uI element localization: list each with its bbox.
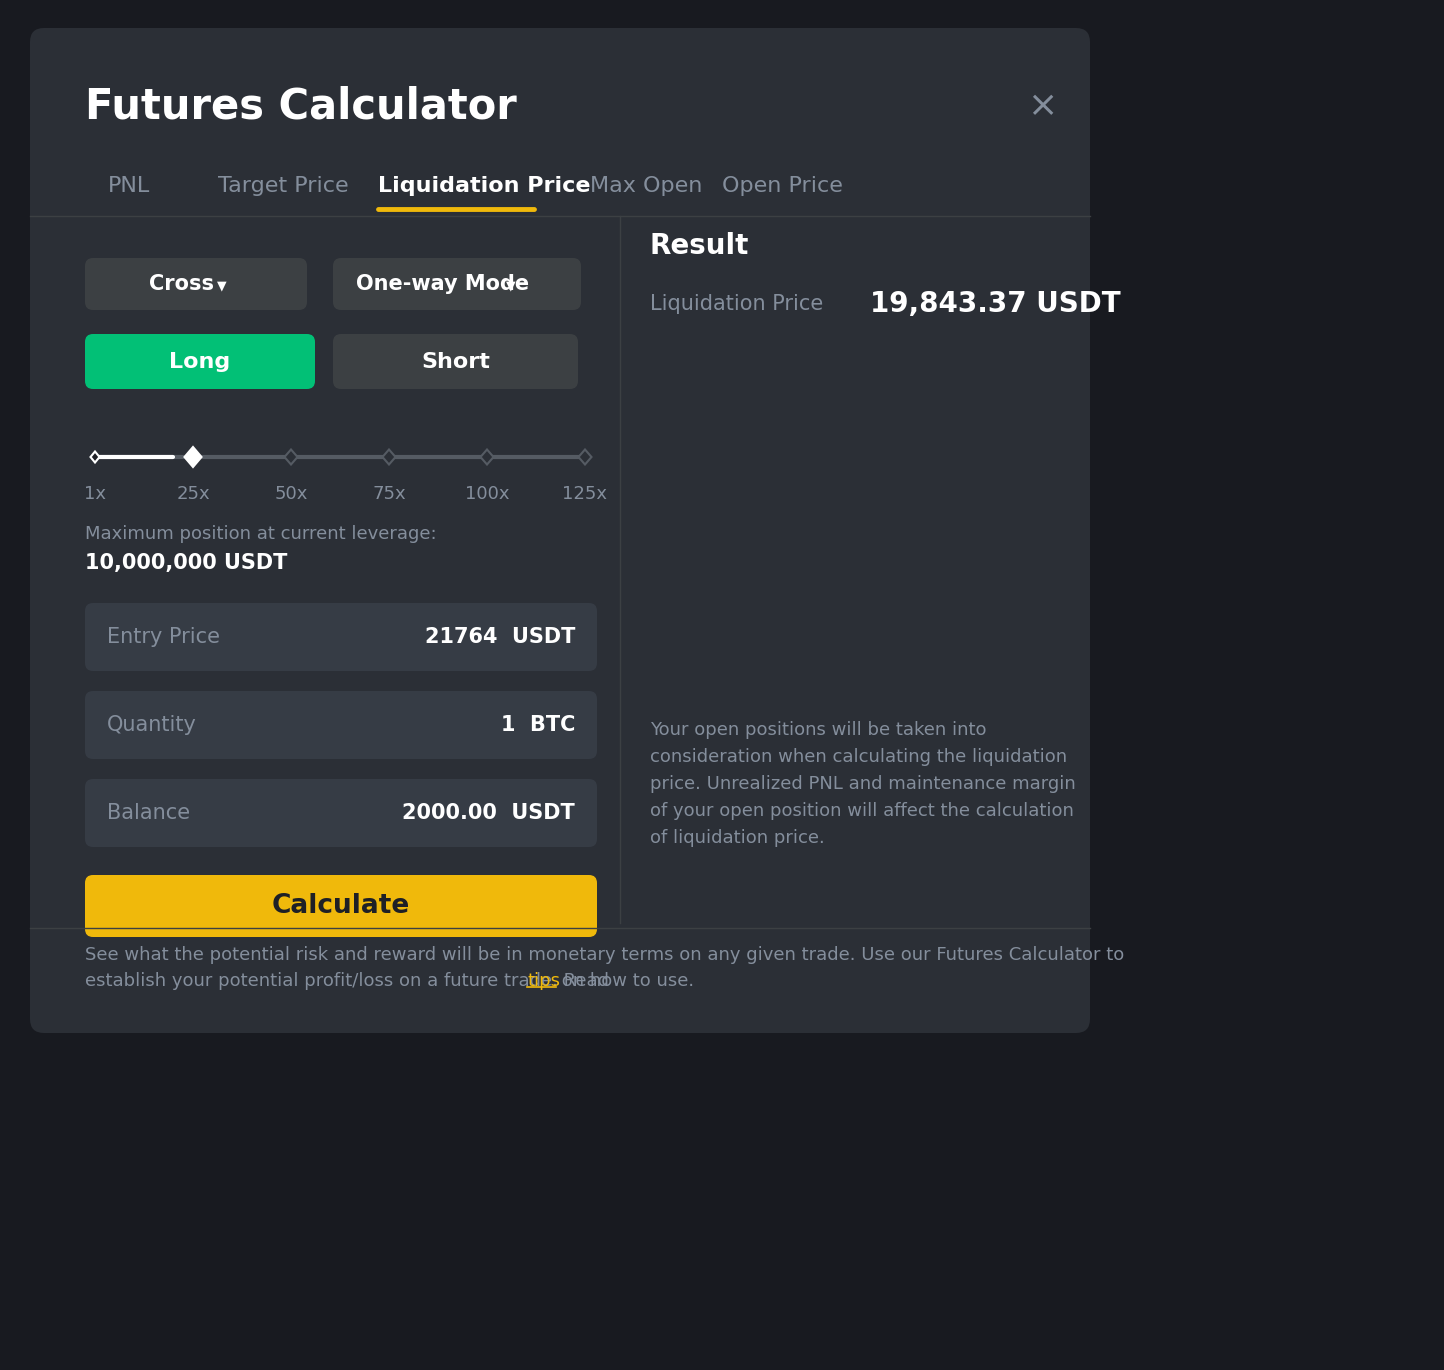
- Text: Cross: Cross: [150, 274, 215, 295]
- Text: establish your potential profit/loss on a future trade. Read: establish your potential profit/loss on …: [85, 971, 615, 991]
- Text: 10,000,000 USDT: 10,000,000 USDT: [85, 553, 287, 573]
- Text: Long: Long: [169, 352, 231, 371]
- Polygon shape: [91, 452, 100, 463]
- Text: 100x: 100x: [465, 485, 510, 503]
- Text: of your open position will affect the calculation: of your open position will affect the ca…: [650, 801, 1074, 821]
- Text: Calculate: Calculate: [271, 893, 410, 919]
- Text: Futures Calculator: Futures Calculator: [85, 85, 517, 127]
- FancyBboxPatch shape: [85, 334, 315, 389]
- Text: Target Price: Target Price: [218, 175, 348, 196]
- Text: price. Unrealized PNL and maintenance margin: price. Unrealized PNL and maintenance ma…: [650, 775, 1076, 793]
- Text: Balance: Balance: [107, 803, 191, 823]
- Polygon shape: [284, 449, 297, 464]
- FancyBboxPatch shape: [30, 27, 1090, 1033]
- FancyBboxPatch shape: [334, 258, 580, 310]
- Text: 75x: 75x: [373, 485, 406, 503]
- Text: ▼: ▼: [217, 279, 227, 293]
- FancyBboxPatch shape: [85, 875, 596, 937]
- Text: 25x: 25x: [176, 485, 209, 503]
- FancyBboxPatch shape: [85, 780, 596, 847]
- Text: consideration when calculating the liquidation: consideration when calculating the liqui…: [650, 748, 1067, 766]
- Text: Maximum position at current leverage:: Maximum position at current leverage:: [85, 525, 436, 543]
- Text: Quantity: Quantity: [107, 715, 196, 734]
- Text: Entry Price: Entry Price: [107, 627, 219, 647]
- Text: tips: tips: [527, 971, 560, 991]
- FancyBboxPatch shape: [85, 258, 308, 310]
- Text: Liquidation Price: Liquidation Price: [650, 295, 823, 314]
- Text: Your open positions will be taken into: Your open positions will be taken into: [650, 721, 986, 738]
- Text: Short: Short: [422, 352, 490, 371]
- Text: of liquidation price.: of liquidation price.: [650, 829, 825, 847]
- Polygon shape: [383, 449, 396, 464]
- Text: ▼: ▼: [507, 279, 516, 293]
- Text: 50x: 50x: [274, 485, 308, 503]
- FancyBboxPatch shape: [85, 690, 596, 759]
- Text: 1x: 1x: [84, 485, 105, 503]
- Polygon shape: [185, 447, 202, 467]
- Text: 2000.00  USDT: 2000.00 USDT: [403, 803, 575, 823]
- Text: Open Price: Open Price: [722, 175, 843, 196]
- Text: 125x: 125x: [563, 485, 608, 503]
- FancyBboxPatch shape: [334, 334, 578, 389]
- Text: Liquidation Price: Liquidation Price: [378, 175, 591, 196]
- Text: 21764  USDT: 21764 USDT: [425, 627, 575, 647]
- Text: Max Open: Max Open: [591, 175, 702, 196]
- Text: 19,843.37 USDT: 19,843.37 USDT: [869, 290, 1121, 318]
- Text: on how to use.: on how to use.: [556, 971, 695, 991]
- Polygon shape: [579, 449, 592, 464]
- Text: See what the potential risk and reward will be in monetary terms on any given tr: See what the potential risk and reward w…: [85, 947, 1125, 964]
- FancyBboxPatch shape: [85, 603, 596, 671]
- Text: 1  BTC: 1 BTC: [501, 715, 575, 734]
- Text: PNL: PNL: [108, 175, 150, 196]
- Polygon shape: [481, 449, 494, 464]
- Text: ×: ×: [1027, 89, 1057, 123]
- Text: Result: Result: [650, 232, 749, 260]
- Text: One-way Mode: One-way Mode: [357, 274, 530, 295]
